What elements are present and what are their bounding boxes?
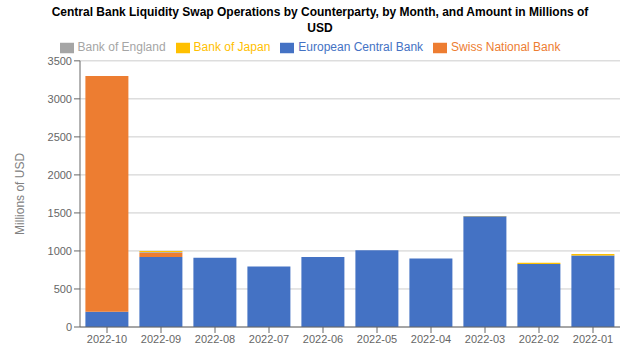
svg-text:2022-10: 2022-10 xyxy=(87,333,127,345)
svg-text:2022-06: 2022-06 xyxy=(303,333,343,345)
svg-text:2000: 2000 xyxy=(48,169,72,181)
svg-text:0: 0 xyxy=(66,321,72,333)
svg-text:2022-07: 2022-07 xyxy=(249,333,289,345)
svg-text:2022-02: 2022-02 xyxy=(519,333,559,345)
html-text:European Central Bank: European Central Bank xyxy=(298,40,424,54)
html-text:USD: USD xyxy=(307,21,333,35)
html-text:Central Bank Liquidity Swap Op: Central Bank Liquidity Swap Operations b… xyxy=(51,5,589,19)
svg-text:3000: 3000 xyxy=(48,93,72,105)
svg-text:2022-08: 2022-08 xyxy=(195,333,235,345)
svg-text:2022-04: 2022-04 xyxy=(411,333,451,345)
svg-text:Millions of USD: Millions of USD xyxy=(13,153,27,235)
svg-text:2022-05: 2022-05 xyxy=(357,333,397,345)
html-text:Bank of England: Bank of England xyxy=(77,40,166,54)
svg-text:2500: 2500 xyxy=(48,131,72,143)
html-text:Swiss National Bank: Swiss National Bank xyxy=(451,40,561,54)
svg-text:2022-03: 2022-03 xyxy=(465,333,505,345)
svg-text:1000: 1000 xyxy=(48,245,72,257)
html-text:Bank of Japan: Bank of Japan xyxy=(193,40,271,54)
svg-text:2022-01: 2022-01 xyxy=(573,333,613,345)
svg-text:500: 500 xyxy=(54,283,72,295)
svg-text:1500: 1500 xyxy=(48,207,72,219)
svg-text:2022-09: 2022-09 xyxy=(141,333,181,345)
svg-text:3500: 3500 xyxy=(48,55,72,67)
